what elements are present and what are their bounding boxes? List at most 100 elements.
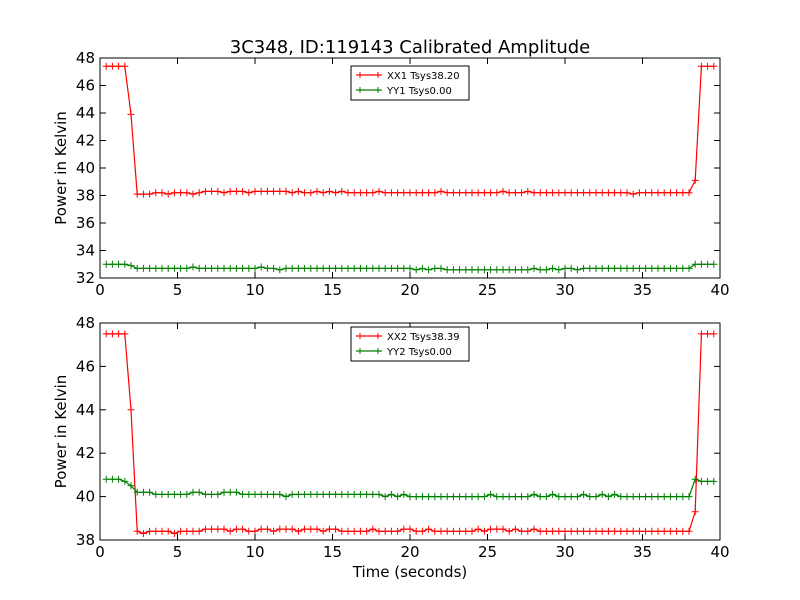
data-point	[704, 477, 712, 485]
data-point	[679, 264, 687, 272]
data-point	[499, 266, 507, 274]
data-point	[189, 527, 197, 535]
data-point	[443, 266, 451, 274]
legend-marker	[357, 348, 363, 354]
data-point	[139, 190, 147, 198]
x-tick-label: 0	[95, 543, 105, 561]
data-point	[220, 488, 228, 496]
data-point	[586, 264, 594, 272]
data-point	[468, 527, 476, 535]
data-point	[307, 189, 315, 197]
data-point	[567, 189, 575, 197]
data-point	[660, 493, 668, 501]
y-tick-label: 38	[76, 187, 95, 205]
data-point	[208, 490, 216, 498]
data-point	[629, 493, 637, 501]
data-point	[301, 490, 309, 498]
data-point	[567, 527, 575, 535]
data-point	[294, 264, 302, 272]
data-point	[332, 264, 340, 272]
data-point	[301, 189, 309, 197]
data-point	[313, 490, 321, 498]
data-point	[691, 508, 699, 516]
data-point	[673, 264, 681, 272]
data-point	[177, 490, 185, 498]
data-point	[673, 189, 681, 197]
data-point	[555, 266, 563, 274]
bottom-panel: 0 5 10 15 20 25 30 35 40 38 40 42 44 46 48 Power in Kel…	[52, 314, 730, 581]
data-point	[549, 264, 557, 272]
data-point	[617, 493, 625, 501]
data-point	[654, 189, 662, 197]
data-point	[263, 490, 271, 498]
x-tick-label: 5	[173, 543, 183, 561]
data-point	[456, 189, 464, 197]
data-point	[400, 189, 408, 197]
data-point	[245, 527, 253, 535]
data-point	[487, 266, 495, 274]
data-point	[201, 490, 209, 498]
data-point	[363, 527, 371, 535]
data-point	[611, 527, 619, 535]
data-point	[146, 527, 154, 535]
data-point	[177, 264, 185, 272]
data-point	[394, 493, 402, 501]
data-point	[152, 189, 160, 197]
legend-label: YY1 Tsys0.00	[386, 86, 452, 97]
data-point	[350, 264, 358, 272]
data-point	[263, 525, 271, 533]
data-point	[387, 527, 395, 535]
data-point	[102, 260, 110, 268]
data-point	[152, 490, 160, 498]
data-point	[208, 187, 216, 195]
data-point	[456, 493, 464, 501]
data-point	[505, 493, 513, 501]
data-point	[493, 525, 501, 533]
data-point	[152, 527, 160, 535]
data-point	[474, 493, 482, 501]
data-point	[418, 527, 426, 535]
legend-marker	[357, 72, 363, 78]
data-point	[313, 187, 321, 195]
data-point	[363, 189, 371, 197]
data-point	[201, 264, 209, 272]
data-point	[437, 527, 445, 535]
x-tick-label: 15	[323, 543, 342, 561]
data-point	[443, 527, 451, 535]
data-point	[623, 264, 631, 272]
data-point	[573, 189, 581, 197]
data-point	[394, 264, 402, 272]
data-point	[195, 488, 203, 496]
data-point	[282, 187, 290, 195]
data-point	[710, 477, 718, 485]
data-point	[437, 187, 445, 195]
legend: XX1 Tsys38.20 YY1 Tsys0.00	[350, 65, 470, 101]
data-point	[394, 189, 402, 197]
data-point	[170, 264, 178, 272]
data-point	[276, 490, 284, 498]
x-tick-label: 20	[400, 543, 419, 561]
data-point	[511, 493, 519, 501]
data-point	[425, 493, 433, 501]
legend-label: XX2 Tsys38.39	[387, 332, 460, 343]
data-point	[133, 190, 141, 198]
x-tick-label: 25	[478, 281, 497, 299]
data-point	[666, 493, 674, 501]
data-point	[381, 493, 389, 501]
data-point	[195, 264, 203, 272]
data-point	[530, 490, 538, 498]
data-point	[710, 260, 718, 268]
data-point	[449, 527, 457, 535]
data-point	[518, 266, 526, 274]
data-point	[437, 264, 445, 272]
data-point	[648, 264, 656, 272]
data-point	[338, 264, 346, 272]
data-point	[536, 189, 544, 197]
data-point	[592, 264, 600, 272]
data-point	[493, 266, 501, 274]
data-point	[146, 488, 154, 496]
data-point	[251, 527, 259, 535]
data-point	[214, 525, 222, 533]
y-tick-label: 44	[76, 104, 95, 122]
data-point	[350, 189, 358, 197]
